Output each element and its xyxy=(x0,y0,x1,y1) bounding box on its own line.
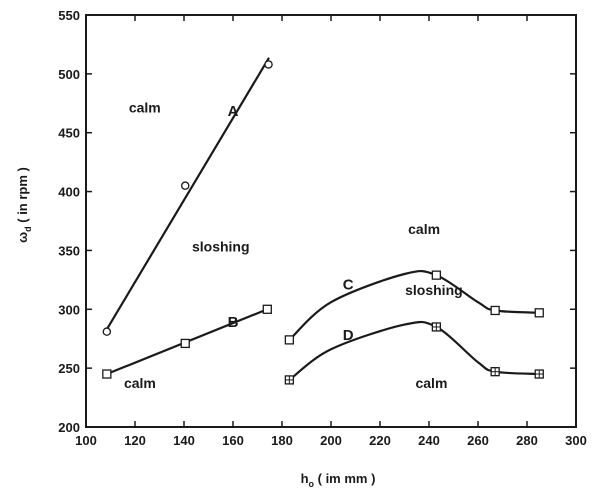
data-point-b xyxy=(262,304,272,314)
x-tick-label: 120 xyxy=(124,433,146,448)
data-point-c xyxy=(431,270,442,280)
y-tick-label: 400 xyxy=(58,185,80,200)
series-label-b: B xyxy=(228,314,239,331)
x-tick-label: 160 xyxy=(222,433,244,448)
region-label-calm: calm xyxy=(415,375,447,391)
region-label-calm: calm xyxy=(408,221,440,237)
data-point-c xyxy=(534,308,544,318)
marker-square xyxy=(180,338,190,349)
data-point-c xyxy=(284,335,295,345)
y-tick-label: 350 xyxy=(58,243,80,258)
x-axis-title-sub: o xyxy=(309,479,315,489)
data-point-d xyxy=(490,367,500,377)
region-label-sloshing: sloshing xyxy=(192,239,250,255)
x-tick-label: 180 xyxy=(271,433,293,448)
y-tick-label: 200 xyxy=(58,420,80,435)
x-tick-label: 280 xyxy=(516,433,538,448)
series-line-a xyxy=(105,57,270,331)
y-axis-title: ωd ( in rpm ) xyxy=(15,167,33,243)
data-point-a xyxy=(102,327,112,336)
y-tick-label: 250 xyxy=(58,361,80,376)
series-label-d: D xyxy=(343,327,354,344)
data-markers xyxy=(102,60,544,385)
x-tick-label: 220 xyxy=(369,433,391,448)
plot-area-border xyxy=(85,14,577,428)
y-axis-title-unit: ( in rpm ) xyxy=(15,167,30,226)
data-point-b xyxy=(180,338,190,349)
marker-square xyxy=(284,335,295,345)
x-tick-label: 300 xyxy=(565,433,587,448)
data-point-d xyxy=(534,369,544,379)
x-axis-title-main: h xyxy=(301,471,309,486)
y-tick-label: 500 xyxy=(58,67,80,82)
plot-frame xyxy=(85,14,577,428)
x-axis-title: ho ( im mm ) xyxy=(301,471,376,489)
y-axis-title-main: ω xyxy=(15,232,30,243)
marker-square xyxy=(102,369,112,379)
y-tick-label: 550 xyxy=(58,8,80,23)
data-point-d xyxy=(284,375,295,385)
y-tick-label: 300 xyxy=(58,302,80,317)
x-tick-label: 100 xyxy=(75,433,97,448)
x-axis-title-unit: ( im mm ) xyxy=(314,471,375,486)
y-axis-title-sub: d xyxy=(23,226,33,232)
x-tick-label: 140 xyxy=(173,433,195,448)
x-tick-label: 200 xyxy=(320,433,342,448)
series-label-a: A xyxy=(228,103,239,120)
data-point-a xyxy=(264,60,273,69)
axis-ticks: 100 120 140 160 180 200 220 240 260 280 300 200 250 3… xyxy=(58,8,587,448)
marker-square xyxy=(490,305,500,316)
data-point-b xyxy=(102,369,112,379)
series-line-d xyxy=(288,320,541,381)
region-label-sloshing: sloshing xyxy=(405,282,463,298)
region-label-calm: calm xyxy=(124,375,156,391)
y-tick-label: 450 xyxy=(58,126,80,141)
data-point-d xyxy=(431,322,442,332)
region-label-calm: calm xyxy=(129,100,161,116)
data-point-c xyxy=(490,305,500,316)
series-label-c: C xyxy=(343,276,354,293)
marker-square xyxy=(431,270,442,280)
x-tick-label: 260 xyxy=(467,433,489,448)
marker-square xyxy=(262,304,272,314)
data-point-a xyxy=(180,181,190,190)
series-lines xyxy=(105,57,541,381)
marker-square xyxy=(534,308,544,318)
x-tick-label: 240 xyxy=(418,433,440,448)
